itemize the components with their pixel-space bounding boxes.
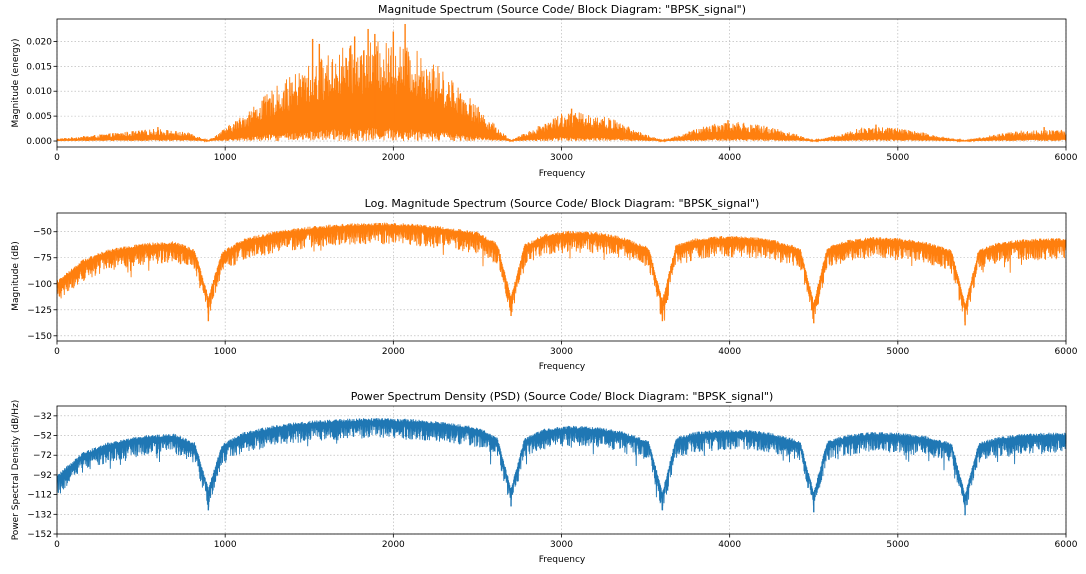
y-tick-label: 0.010 <box>26 87 52 97</box>
x-axis-label: Frequency <box>539 555 586 565</box>
x-tick-label: 3000 <box>550 540 573 550</box>
x-tick-label: 0 <box>54 540 60 550</box>
y-tick-label: −50 <box>33 228 52 238</box>
x-tick-label: 1000 <box>214 540 237 550</box>
spectrum-series-line <box>56 41 1067 143</box>
x-tick-label: 5000 <box>886 153 909 163</box>
x-tick-label: 2000 <box>382 347 405 357</box>
y-tick-label: −132 <box>27 510 52 520</box>
x-tick-label: 0 <box>54 153 60 163</box>
y-tick-label: −75 <box>33 254 52 264</box>
chart-title: Log. Magnitude Spectrum (Source Code/ Bl… <box>365 197 760 210</box>
log-magnitude-spectrum-panel: Log. Magnitude Spectrum (Source Code/ Bl… <box>11 197 1078 372</box>
y-tick-label: 0.015 <box>26 62 52 72</box>
magnitude-spectrum-panel: Magnitude Spectrum (Source Code/ Block D… <box>11 3 1078 179</box>
x-axis-label: Frequency <box>539 169 586 179</box>
x-tick-label: 4000 <box>718 347 741 357</box>
y-tick-label: −100 <box>27 280 52 290</box>
y-tick-label: −112 <box>27 491 52 501</box>
x-tick-label: 5000 <box>886 347 909 357</box>
x-tick-label: 5000 <box>886 540 909 550</box>
y-tick-label: −125 <box>27 306 52 316</box>
y-axis-label: Power Spectral Density (dB/Hz) <box>11 400 21 541</box>
y-tick-label: −92 <box>33 471 52 481</box>
y-tick-label: 0.020 <box>26 37 52 47</box>
plot-frame <box>56 18 1067 148</box>
x-tick-label: 2000 <box>382 153 405 163</box>
y-tick-label: −150 <box>27 332 52 342</box>
x-tick-label: 6000 <box>1055 347 1078 357</box>
psd-panel: Power Spectrum Density (PSD) (Source Cod… <box>11 390 1078 565</box>
y-axis-label: Magnitude (energy) <box>11 39 21 128</box>
y-axis-label: Magnitude (dB) <box>11 241 21 310</box>
plot-frame <box>56 405 1067 535</box>
x-tick-label: 4000 <box>718 540 741 550</box>
x-tick-label: 1000 <box>214 153 237 163</box>
x-tick-label: 2000 <box>382 540 405 550</box>
y-tick-label: −52 <box>33 432 52 442</box>
y-tick-label: −32 <box>33 412 52 422</box>
x-tick-label: 4000 <box>718 153 741 163</box>
x-axis-label: Frequency <box>539 362 586 372</box>
y-tick-label: 0.000 <box>26 137 52 147</box>
x-tick-label: 0 <box>54 347 60 357</box>
y-tick-label: 0.005 <box>26 112 52 122</box>
x-tick-label: 1000 <box>214 347 237 357</box>
x-tick-label: 3000 <box>550 153 573 163</box>
x-tick-label: 6000 <box>1055 540 1078 550</box>
y-tick-label: −152 <box>27 530 52 540</box>
y-tick-label: −72 <box>33 451 52 461</box>
x-tick-label: 6000 <box>1055 153 1078 163</box>
plot-frame <box>56 212 1067 342</box>
chart-title: Magnitude Spectrum (Source Code/ Block D… <box>378 3 746 16</box>
x-tick-label: 3000 <box>550 347 573 357</box>
spectrum-series-line <box>56 222 1067 322</box>
spectrum-series-line <box>56 417 1067 510</box>
chart-title: Power Spectrum Density (PSD) (Source Cod… <box>351 390 773 403</box>
